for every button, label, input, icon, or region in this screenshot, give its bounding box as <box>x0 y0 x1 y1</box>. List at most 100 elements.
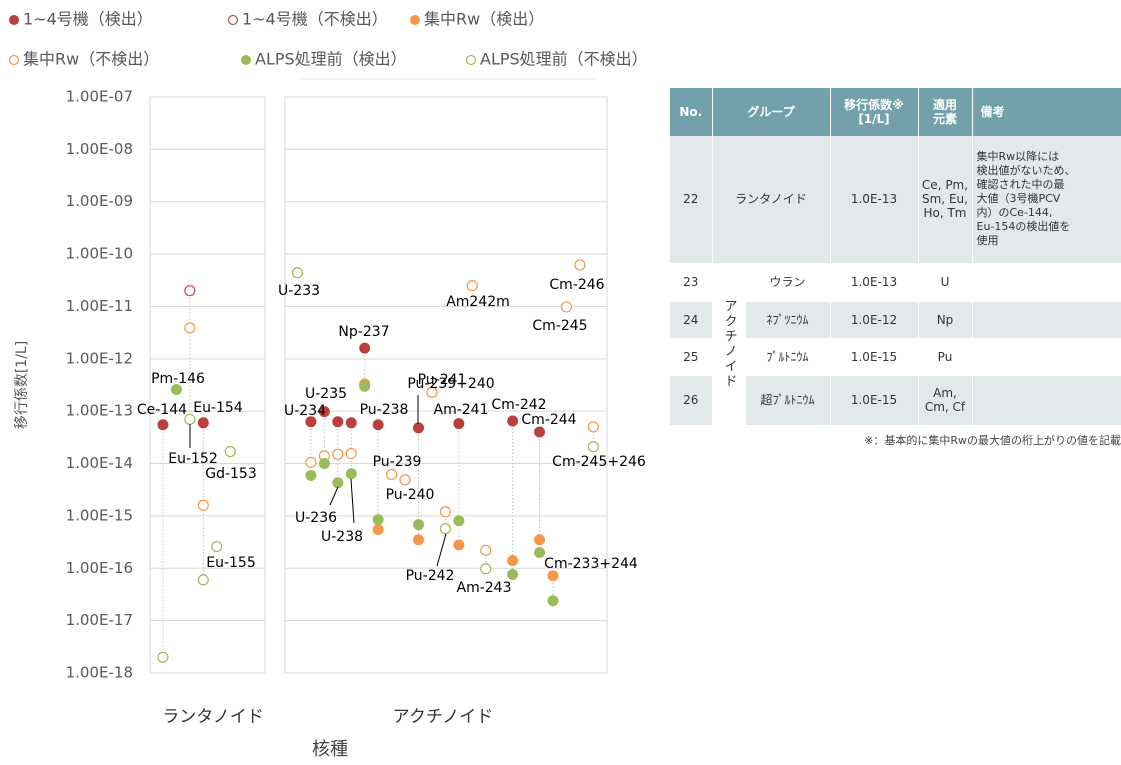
annotation: Pu-242 <box>406 568 455 584</box>
point <box>224 445 236 458</box>
cell <box>972 301 1121 339</box>
point <box>507 415 519 427</box>
leader-line <box>436 533 447 567</box>
cell: Am, Cm, Cf <box>918 375 973 426</box>
annotation: Cm-245 <box>532 318 587 334</box>
point <box>439 506 451 518</box>
point <box>170 383 182 395</box>
point <box>453 418 465 430</box>
point <box>197 574 209 586</box>
y-tick-label: 1.00E-07 <box>66 88 133 106</box>
annotation: Gd-153 <box>205 466 257 482</box>
legend-marker <box>465 54 477 66</box>
point <box>372 524 384 536</box>
point <box>547 570 559 582</box>
point <box>534 426 546 438</box>
annotation: Cm-246 <box>549 277 604 293</box>
annotation: Pm-146 <box>151 371 205 387</box>
point <box>560 301 573 313</box>
point <box>587 421 599 433</box>
cell: 22 <box>670 136 713 264</box>
annotation: Cm-245+246 <box>552 454 646 470</box>
cell: ﾌﾟﾙﾄﾆｳﾑ <box>745 338 831 376</box>
leader-line <box>350 478 355 524</box>
point <box>372 419 384 431</box>
cell: 1.0E-15 <box>830 338 919 376</box>
annotation: Am-241 <box>434 402 489 418</box>
legend-marker <box>241 55 251 65</box>
legend-label: ALPS処理前（検出） <box>255 50 407 69</box>
legend-label: 集中Rw（検出） <box>424 10 544 29</box>
point <box>318 406 330 418</box>
header-cell: 適用 元素 <box>918 88 973 136</box>
cell <box>972 338 1121 376</box>
point <box>332 416 344 428</box>
cell: 集中Rw以降には 検出値がないため、 確認された中の最 大値（3号機PCV 内）のCe-… <box>972 136 1121 264</box>
x-category-label: ランタノイド <box>162 707 264 727</box>
point <box>439 523 451 535</box>
point <box>184 285 196 297</box>
annotation: U-233 <box>278 283 320 299</box>
legend-marker <box>9 15 19 25</box>
row: 25 ﾌﾟﾙﾄﾆｳﾑ 1.0E-15 Pu <box>670 338 1121 376</box>
point <box>507 555 519 567</box>
point <box>426 386 438 398</box>
cell: ランタノイド <box>712 136 831 264</box>
legend-label: 1~4号機（検出） <box>23 10 153 29</box>
cell: 24 <box>670 301 713 339</box>
point <box>197 417 209 429</box>
point <box>157 651 169 663</box>
point <box>359 380 371 392</box>
annotation: Pu-238 <box>360 402 409 418</box>
header-row: No. グループ 移行係数※ [1/L] 適用 元素 備考 <box>670 88 1121 136</box>
y-tick-label: 1.00E-08 <box>66 140 133 158</box>
cell: 23 <box>670 263 713 302</box>
cell: ウラン <box>745 263 831 302</box>
annotation: Cm-242 <box>491 397 546 413</box>
leader-line <box>329 486 339 506</box>
y-tick-label: 1.00E-16 <box>66 559 133 577</box>
cell: 1.0E-13 <box>830 136 919 264</box>
cell: 1.0E-15 <box>830 375 919 426</box>
cell <box>972 375 1121 426</box>
annotation: Np-237 <box>338 324 389 340</box>
cell <box>972 263 1121 302</box>
point <box>466 280 478 292</box>
point <box>413 519 424 531</box>
cell: Pu <box>918 338 973 376</box>
cell: U <box>918 263 973 302</box>
y-tick-label: 1.00E-11 <box>66 297 133 315</box>
table-note: ※：基本的に集中Rwの最大値の桁上がりの値を記載 <box>864 434 1121 447</box>
point <box>345 417 357 429</box>
legend-marker <box>410 15 420 25</box>
point <box>332 448 344 460</box>
point <box>507 569 519 581</box>
cell: 25 <box>670 338 713 376</box>
annotation: Eu-154 <box>193 400 243 416</box>
annotation: Pu-241 <box>418 372 467 388</box>
y-tick-label: 1.00E-12 <box>66 349 133 367</box>
annotation: Cm-233+244 <box>544 556 638 572</box>
legend-label: ALPS処理前（不検出） <box>480 50 648 69</box>
point <box>345 468 357 480</box>
annotation: U-236 <box>295 510 337 526</box>
cell: Ce, Pm, Sm, Eu, Ho, Tm <box>918 136 973 264</box>
header-cell: グループ <box>712 88 831 136</box>
point <box>453 515 465 527</box>
point <box>587 441 599 453</box>
y-tick-label: 1.00E-18 <box>66 664 133 682</box>
point <box>197 499 209 511</box>
point <box>157 419 169 431</box>
point <box>534 534 546 546</box>
annotation: Pu-239+240 <box>407 376 494 392</box>
point <box>211 540 223 553</box>
point <box>305 416 317 428</box>
chart: 移行係数[1/L] ランタノイド アクチノイド 核種 1.00E-07 1.00E… <box>8 10 648 760</box>
cell: ﾈﾌﾟﾂﾆｳﾑ <box>745 301 831 339</box>
legend-marker <box>227 14 239 26</box>
header-cell: 移行係数※ [1/L] <box>830 88 919 136</box>
point <box>386 468 398 481</box>
x-category-label: アクチノイド <box>393 707 494 727</box>
header-cell: 備考 <box>972 88 1121 136</box>
annotation: Pu-239 <box>373 454 422 470</box>
